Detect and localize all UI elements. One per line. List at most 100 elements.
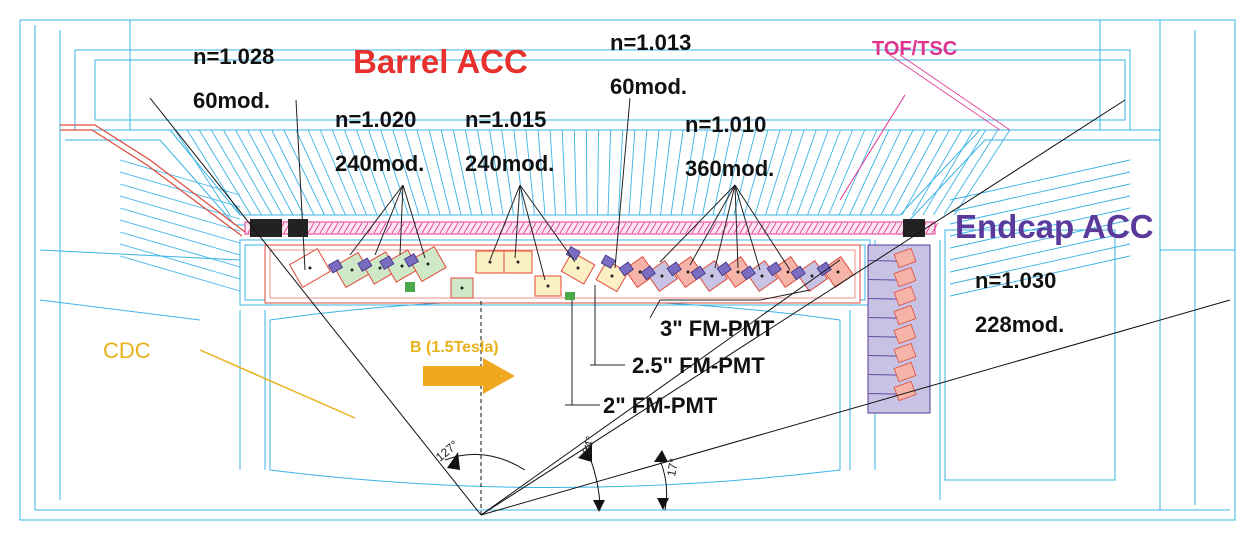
tof-hatch-line [517,222,525,234]
tof-hatch-line [685,222,693,234]
tof-hatch-line [661,222,669,234]
fin-line [912,129,962,216]
tof-hatch-line [847,222,855,234]
module-center [660,274,664,278]
barrel-n1013-modules: 60mod. [610,74,687,99]
tof-hatch-line [427,222,435,234]
pmt-block [666,261,682,277]
tof-hatch-line [469,222,477,234]
tof-hatch-line [373,222,381,234]
pmt-block [618,261,634,277]
fin-line [880,129,926,216]
cdc-label: CDC [103,338,151,363]
fin-line [723,129,745,216]
fin-line [404,129,430,216]
module-center [516,260,520,264]
pmt-2inch-block [405,282,415,292]
endcap-module [868,342,917,364]
module-center [488,260,492,264]
fin-line [119,219,241,256]
angle-arrowheads [447,444,669,512]
fin-line [949,183,1131,225]
module-center [686,270,690,274]
endcap-block [893,361,917,383]
fin-line [933,129,987,216]
fin-line [597,129,599,216]
tof-hatch-line [379,222,387,234]
field-label: B (1.5Tesla) [410,339,499,356]
fin-line [670,129,684,216]
tof-hatch-line [739,222,747,234]
tof-hatch-line [607,222,615,234]
tof-hatch-line [715,222,723,234]
tof-hatch-line [523,222,531,234]
fin-line [949,195,1131,237]
fin-line [247,129,294,216]
module-center [546,284,550,288]
pmt-block [640,265,656,281]
tof-hatch-line [727,222,735,234]
endcap-block [893,304,917,326]
module-center [610,274,614,278]
fin-line [702,129,720,216]
module-center [786,270,790,274]
module-center [308,266,312,270]
barrel-n1010-index: n=1.010 [685,112,766,137]
tof-hatch-line [421,222,429,234]
pmt-3inch-label: 3" FM-PMT [660,316,775,341]
tof-hatch-line [841,222,849,234]
fin-line [210,129,262,216]
fin-line [295,129,336,216]
tof-hatch-line [643,222,651,234]
fin-line [392,129,420,216]
endcap-fin [868,393,897,395]
fin-line [954,129,1011,216]
module-center [736,270,740,274]
fin-line [223,129,273,216]
pmt-block [740,265,756,281]
end-block-mid [288,219,308,237]
tof-hatch-line [451,222,459,234]
tof-hatch-line [667,222,675,234]
module-center [810,274,814,278]
endcap-block [893,323,917,345]
fin-line [607,129,612,216]
tof-hatch-line [697,222,705,234]
tof-hatch-line [403,222,411,234]
support-fins [119,129,1131,297]
fin-line [119,243,241,280]
tof-tsc-label: TOF/TSC [872,38,957,60]
tof-hatch-line [571,222,579,234]
tof-hatch-line [871,222,879,234]
fin-line [949,243,1131,285]
fin-line [618,129,624,216]
tof-hatch-line [445,222,453,234]
fin-line [859,129,902,216]
fin-line [733,129,757,216]
tof-hatch-line [595,222,603,234]
fin-line [765,129,793,216]
endcap-module [868,266,917,288]
fin-line [513,129,525,216]
endcap-block [893,380,917,402]
module-center [576,266,580,270]
tof-hatch-line [781,222,789,234]
tof-hatch-line [457,222,465,234]
cdc-line [199,349,356,419]
tof-hatch-line [439,222,447,234]
fin-line [525,129,535,216]
tof-hatch-line [619,222,627,234]
aerogel-module [716,255,755,289]
tof-hatch-line [493,222,501,234]
tof-hatch-line [385,222,393,234]
fin-line [283,129,325,216]
tof-hatch-line [529,222,537,234]
tof-hatch-line [565,222,573,234]
fin-line [440,129,462,216]
cable-trace [60,124,246,237]
module-center [350,268,354,272]
fin-line [660,129,672,216]
fin-line [119,255,241,292]
fin-line [477,129,493,216]
